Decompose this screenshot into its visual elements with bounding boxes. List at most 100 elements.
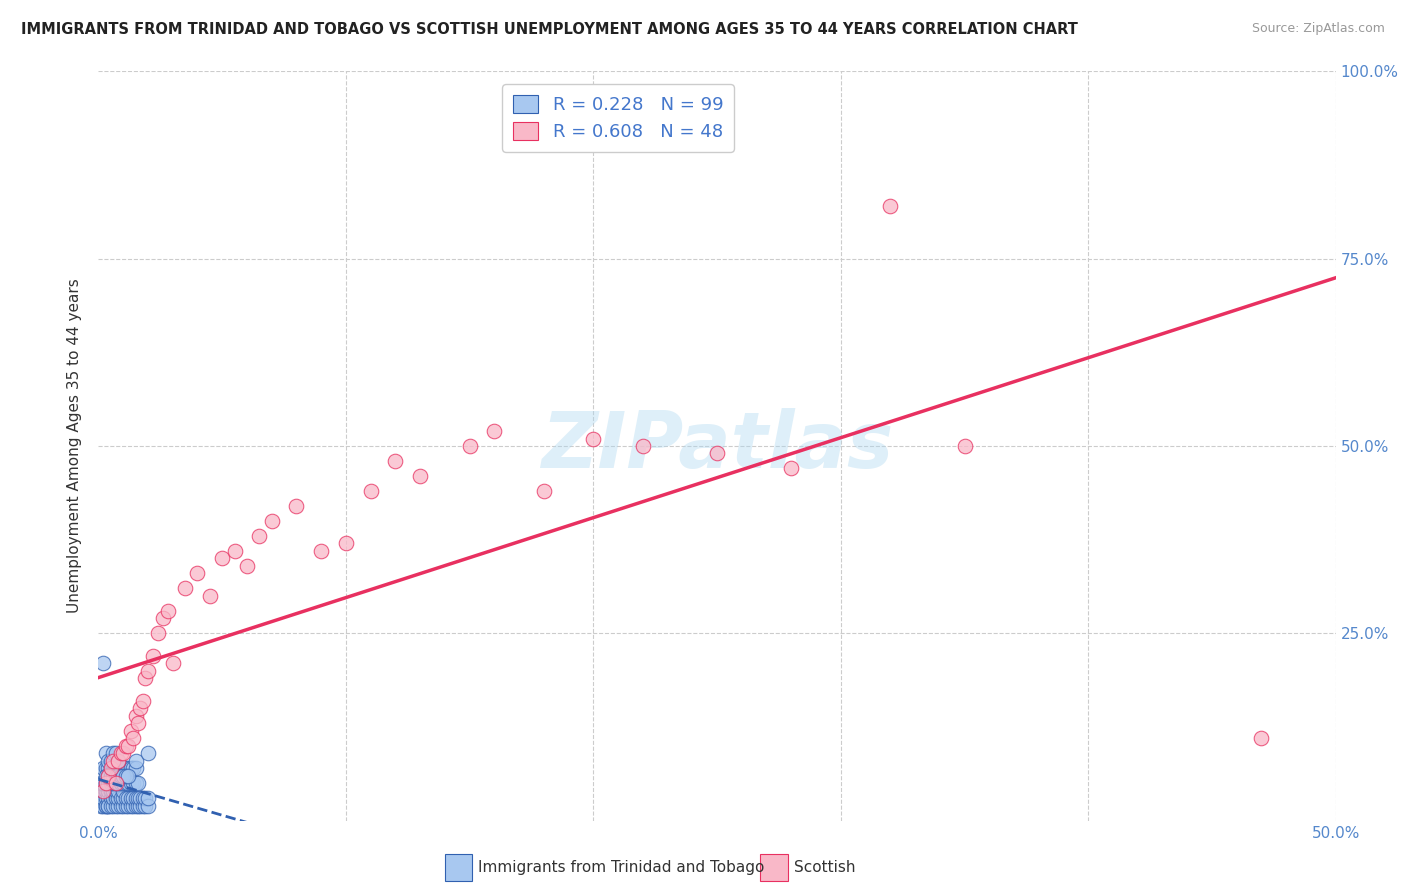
Y-axis label: Unemployment Among Ages 35 to 44 years: Unemployment Among Ages 35 to 44 years (67, 278, 83, 614)
Point (122, 731, 145, 746)
Point (93, 798, 115, 813)
Point (174, 582, 197, 596)
Point (631, 439, 654, 453)
Point (132, 791, 155, 805)
Point (93, 761, 115, 775)
Point (117, 769, 139, 783)
Point (129, 798, 152, 813)
Point (124, 761, 146, 775)
Point (360, 483, 382, 498)
Point (124, 791, 146, 805)
Point (114, 791, 136, 805)
Point (97, 776, 120, 790)
Point (120, 791, 142, 805)
Point (93, 791, 115, 805)
Point (110, 746, 132, 760)
Point (97, 798, 120, 813)
Point (127, 776, 149, 790)
Point (260, 514, 283, 528)
Point (114, 739, 136, 753)
Point (112, 783, 135, 797)
Text: IMMIGRANTS FROM TRINIDAD AND TOBAGO VS SCOTTISH UNEMPLOYMENT AMONG AGES 35 TO 44: IMMIGRANTS FROM TRINIDAD AND TOBAGO VS S… (21, 22, 1078, 37)
Point (124, 754, 146, 768)
Point (94, 791, 117, 805)
Point (112, 791, 135, 805)
Point (224, 544, 246, 558)
Point (100, 791, 122, 805)
Point (107, 798, 129, 813)
Point (409, 469, 432, 483)
Point (110, 776, 132, 790)
Point (117, 791, 139, 805)
Legend: R = 0.228   N = 99, R = 0.608   N = 48: R = 0.228 N = 99, R = 0.608 N = 48 (502, 84, 734, 152)
Point (97, 769, 120, 783)
Point (134, 671, 156, 685)
Point (120, 723, 142, 738)
Point (236, 558, 259, 573)
Point (94, 776, 117, 790)
Point (90, 791, 112, 805)
Point (97, 761, 120, 775)
Point (117, 798, 139, 813)
Text: Source: ZipAtlas.com: Source: ZipAtlas.com (1251, 22, 1385, 36)
Point (112, 761, 135, 775)
Point (104, 798, 127, 813)
Point (136, 746, 159, 760)
Point (103, 754, 125, 768)
Point (134, 798, 156, 813)
Point (97, 754, 120, 768)
Point (93, 783, 115, 797)
Point (127, 791, 149, 805)
Point (93, 776, 115, 790)
Point (186, 566, 208, 581)
Point (335, 536, 357, 550)
Point (114, 798, 136, 813)
Point (162, 657, 184, 671)
Point (90, 776, 112, 790)
Point (136, 798, 159, 813)
Text: Scottish: Scottish (794, 861, 855, 875)
Point (112, 769, 135, 783)
Point (136, 664, 159, 678)
Point (114, 769, 136, 783)
Point (104, 776, 127, 790)
Point (94, 798, 117, 813)
Point (879, 199, 901, 213)
Point (129, 791, 152, 805)
Point (285, 499, 308, 513)
Point (97, 798, 120, 813)
Point (104, 761, 127, 775)
Point (120, 776, 142, 790)
Point (117, 776, 139, 790)
Point (484, 424, 506, 438)
Point (100, 783, 122, 797)
Point (94, 798, 117, 813)
Point (110, 769, 132, 783)
Point (127, 798, 149, 813)
Point (112, 746, 135, 760)
Point (107, 791, 129, 805)
Point (100, 761, 122, 775)
Point (97, 791, 120, 805)
Point (124, 776, 146, 790)
Point (124, 798, 146, 813)
Point (103, 798, 125, 813)
Point (146, 626, 169, 640)
Point (124, 708, 146, 723)
Point (110, 798, 132, 813)
Point (100, 769, 122, 783)
Point (103, 791, 125, 805)
Point (107, 754, 129, 768)
Point (94, 783, 117, 797)
Point (198, 589, 221, 603)
Point (129, 701, 152, 715)
Point (93, 657, 115, 671)
Point (94, 776, 117, 790)
Point (94, 769, 117, 783)
Point (706, 446, 728, 460)
Text: Immigrants from Trinidad and Tobago: Immigrants from Trinidad and Tobago (478, 861, 765, 875)
Point (134, 791, 156, 805)
Point (107, 783, 129, 797)
Point (120, 761, 142, 775)
Point (93, 783, 115, 797)
